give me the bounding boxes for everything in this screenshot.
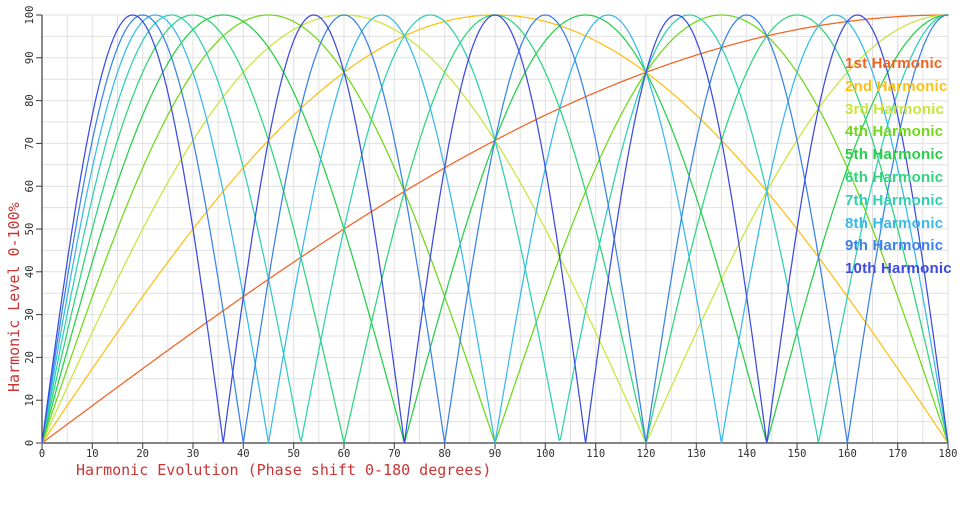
x-tick-label: 130 <box>687 448 706 460</box>
y-tick-label: 80 <box>24 94 36 107</box>
y-tick-label: 0 <box>24 440 36 446</box>
y-tick-label: 100 <box>24 6 36 25</box>
x-tick-label: 170 <box>888 448 907 460</box>
x-tick-label: 180 <box>939 448 958 460</box>
x-tick-label: 10 <box>86 448 99 460</box>
x-tick-label: 140 <box>737 448 756 460</box>
x-tick-label: 100 <box>536 448 555 460</box>
legend-item-label: 1st Harmonic <box>845 55 943 72</box>
legend-item-label: 5th Harmonic <box>845 146 944 164</box>
x-tick-label: 80 <box>438 448 451 460</box>
x-tick-label: 120 <box>637 448 656 460</box>
x-tick-label: 150 <box>788 448 807 460</box>
x-tick-label: 90 <box>489 448 502 460</box>
x-tick-label: 40 <box>237 448 250 460</box>
y-tick-label: 60 <box>24 180 36 193</box>
y-axis-title: Harmonic Level 0-100% <box>5 202 23 392</box>
legend-item-label: 4th Harmonic <box>845 123 944 141</box>
legend-item-label: 8th Harmonic <box>845 214 944 232</box>
series-line-8 <box>41 14 949 444</box>
x-tick-label: 70 <box>388 448 401 460</box>
legend-item-5: 5th Harmonic <box>845 144 952 167</box>
legend-item-6: 6th Harmonic <box>845 167 952 190</box>
y-tick-label: 90 <box>24 51 36 64</box>
legend-item-1: 1st Harmonic <box>845 53 952 76</box>
legend-item-label: 3rd Harmonic <box>845 100 945 118</box>
legend-item-label: 6th Harmonic <box>845 168 944 186</box>
legend: 1st Harmonic 2nd Harmonic 3rd Harmonic 4th … <box>845 53 952 281</box>
legend-item-8: 8th Harmonic <box>845 213 952 236</box>
legend-item-9: 9th Harmonic <box>845 235 952 258</box>
legend-item-10: 10th Harmonic <box>845 258 952 281</box>
legend-item-3: 3rd Harmonic <box>845 99 952 122</box>
series-line-10 <box>41 14 949 444</box>
y-tick-label: 50 <box>24 223 36 236</box>
x-tick-label: 0 <box>39 448 45 460</box>
series-line-9 <box>41 14 949 444</box>
legend-item-7: 7th Harmonic <box>845 190 952 213</box>
x-axis-title: Harmonic Evolution (Phase shift 0-180 de… <box>76 461 492 479</box>
x-tick-label: 20 <box>136 448 149 460</box>
x-tick-label: 110 <box>586 448 605 460</box>
x-tick-label: 30 <box>187 448 200 460</box>
y-tick-label: 10 <box>24 394 36 407</box>
y-tick-label: 70 <box>24 137 36 150</box>
legend-item-2: 2nd Harmonic <box>845 76 952 99</box>
y-tick-label: 20 <box>24 351 36 364</box>
x-tick-label: 160 <box>838 448 857 460</box>
legend-item-label: 9th Harmonic <box>845 237 944 255</box>
legend-item-4: 4th Harmonic <box>845 121 952 144</box>
legend-item-label: 2nd Harmonic <box>845 77 948 95</box>
x-tick-label: 50 <box>287 448 300 460</box>
legend-item-label: 10th Harmonic <box>845 260 952 278</box>
x-tick-label: 60 <box>338 448 351 460</box>
y-tick-label: 40 <box>24 265 36 278</box>
y-tick-label: 30 <box>24 308 36 321</box>
legend-item-label: 7th Harmonic <box>845 191 944 209</box>
